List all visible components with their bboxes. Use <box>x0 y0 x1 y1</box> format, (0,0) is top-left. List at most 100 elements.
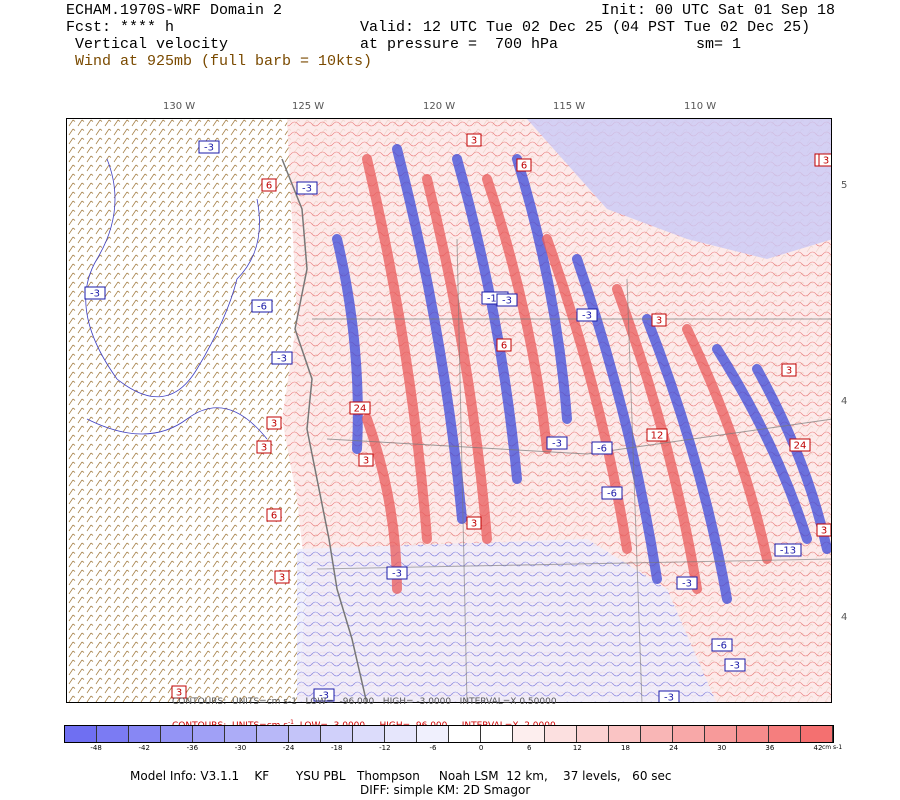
colorbar-units: cm s-1 <box>822 744 843 751</box>
negative-contour-label: -3 <box>658 690 680 702</box>
valid-time: Valid: 12 UTC Tue 02 Dec 25 (04 PST Tue … <box>360 19 811 36</box>
positive-contour-label: 6 <box>496 338 512 352</box>
svg-text:-13: -13 <box>780 546 796 557</box>
lon-label: 110 W <box>684 101 717 112</box>
positive-contour-label: 24 <box>789 438 811 452</box>
negative-contour-label: -3 <box>724 658 746 672</box>
positive-contour-label: 3 <box>266 416 282 430</box>
svg-text:3: 3 <box>656 316 662 327</box>
colorbar-cell <box>97 726 129 742</box>
svg-text:-3: -3 <box>204 143 214 154</box>
colorbar-cell <box>513 726 545 742</box>
svg-text:3: 3 <box>271 419 277 430</box>
model-title: ECHAM.1970S-WRF Domain 2 <box>66 2 283 19</box>
svg-text:-3: -3 <box>682 579 692 590</box>
svg-text:-3: -3 <box>277 354 287 365</box>
svg-text:-3: -3 <box>552 439 562 450</box>
lat-label: 5 <box>841 180 848 191</box>
vertical-velocity-map: -3 -3 -3 -6 -3 -12 -3 -6 -6 -3 -13 -3 -6 -3 -3 -3 -3 -3 3 6… <box>66 118 832 703</box>
positive-contour-label: 12 <box>646 428 668 442</box>
colorbar-cell <box>353 726 385 742</box>
svg-text:-3: -3 <box>302 184 312 195</box>
diffusion-info: DIFF: simple KM: 2D Smagor <box>360 783 531 797</box>
colorbar-cell <box>225 726 257 742</box>
map-canvas: -3-3-3-6-3-12-3 -6-6-3-13-3-6-3 -3-3-3-336… <box>67 119 831 702</box>
colorbar-cell <box>129 726 161 742</box>
velocity-band <box>362 154 432 544</box>
colorbar-cell <box>545 726 577 742</box>
pressure-level: at pressure = 700 hPa <box>360 36 559 53</box>
lat-label: 4 <box>841 396 848 407</box>
lon-label: 120 W <box>423 101 456 112</box>
smoothing: sm= 1 <box>696 36 742 53</box>
colorbar-cell <box>577 726 609 742</box>
init-time: Init: 00 UTC Sat 01 Sep 18 <box>601 2 836 19</box>
svg-text:3: 3 <box>786 366 792 377</box>
positive-contour-label: 3 <box>274 570 290 584</box>
negative-contour-label: -3 <box>496 293 518 307</box>
model-info: Model Info: V3.1.1 KF YSU PBL Thompson N… <box>130 769 672 783</box>
wind-legend: Wind at 925mb (full barb = 10kts) <box>75 53 373 70</box>
svg-text:-3: -3 <box>582 311 592 322</box>
colorbar-cell <box>65 726 97 742</box>
positive-contour-label: 3 <box>256 440 272 454</box>
svg-text:3: 3 <box>363 456 369 467</box>
velocity-band <box>682 324 772 564</box>
colorbar-tick-label: -42 <box>138 744 150 752</box>
lon-label: 130 W <box>163 101 196 112</box>
svg-text:-3: -3 <box>90 289 100 300</box>
velocity-band <box>422 174 492 544</box>
colorbar-tick-label: 36 <box>765 744 775 752</box>
negative-contour-label: -6 <box>711 638 733 652</box>
colorbar-tick-label: -12 <box>379 744 391 752</box>
positive-contour-label: 3 <box>816 523 831 537</box>
positive-contour-label: 6 <box>266 508 282 522</box>
svg-text:3: 3 <box>471 136 477 147</box>
red-contour-units-exp: -1 <box>287 719 294 726</box>
positive-contour-label: 6 <box>516 158 532 172</box>
colorbar-cell <box>161 726 193 742</box>
velocity-band <box>572 254 662 584</box>
colorbar-cell <box>289 726 321 742</box>
positive-contour-label: 24 <box>349 401 371 415</box>
svg-text:24: 24 <box>794 441 807 452</box>
negative-contour-label: -3 <box>576 308 598 322</box>
colorbar-cell <box>641 726 673 742</box>
colorbar-tick-label: -30 <box>234 744 247 752</box>
positive-contour-label: 3 <box>781 363 797 377</box>
velocity-band <box>542 234 632 554</box>
colorbar-tick-label: 0 <box>478 744 484 752</box>
svg-text:3: 3 <box>176 688 182 699</box>
colorbar-cell <box>673 726 705 742</box>
svg-text:6: 6 <box>271 511 277 522</box>
svg-text:-12: -12 <box>487 294 503 305</box>
colorbar-cell <box>385 726 417 742</box>
svg-text:6: 6 <box>521 161 527 172</box>
svg-text:-3: -3 <box>730 661 740 672</box>
colorbar-tick-label: -24 <box>282 744 295 752</box>
positive-contour-label: 3 <box>466 516 482 530</box>
svg-text:-6: -6 <box>597 444 607 455</box>
svg-text:-3: -3 <box>319 691 329 702</box>
colorbar-cell <box>705 726 737 742</box>
svg-text:-6: -6 <box>607 489 617 500</box>
colorbar-cell <box>257 726 289 742</box>
colorbar-tick-label: 18 <box>620 744 630 752</box>
colorbar-tick-label: 42 <box>813 744 823 752</box>
colorbar-cell <box>769 726 801 742</box>
colorbar-tick-label: -48 <box>90 744 102 752</box>
lon-label: 115 W <box>553 101 586 112</box>
negative-contour-label: -3 <box>271 351 293 365</box>
svg-text:3: 3 <box>823 156 829 167</box>
negative-contour-label: -3 <box>84 286 106 300</box>
colorbar-cell <box>193 726 225 742</box>
positive-contour-label: 3 <box>358 453 374 467</box>
forecast-hour: Fcst: **** h <box>66 19 175 36</box>
colorbar-cell <box>481 726 513 742</box>
positive-contour-label: 3 <box>171 685 187 699</box>
blue-contour-info: CONTOURS: UNITS=cm s-1 LOW= -96.000 HIGH… <box>172 697 557 707</box>
svg-text:3: 3 <box>261 443 267 454</box>
negative-contour-label: -3 <box>546 436 568 450</box>
colorbar-tick-label: -18 <box>330 744 343 752</box>
svg-text:-3: -3 <box>502 296 512 307</box>
